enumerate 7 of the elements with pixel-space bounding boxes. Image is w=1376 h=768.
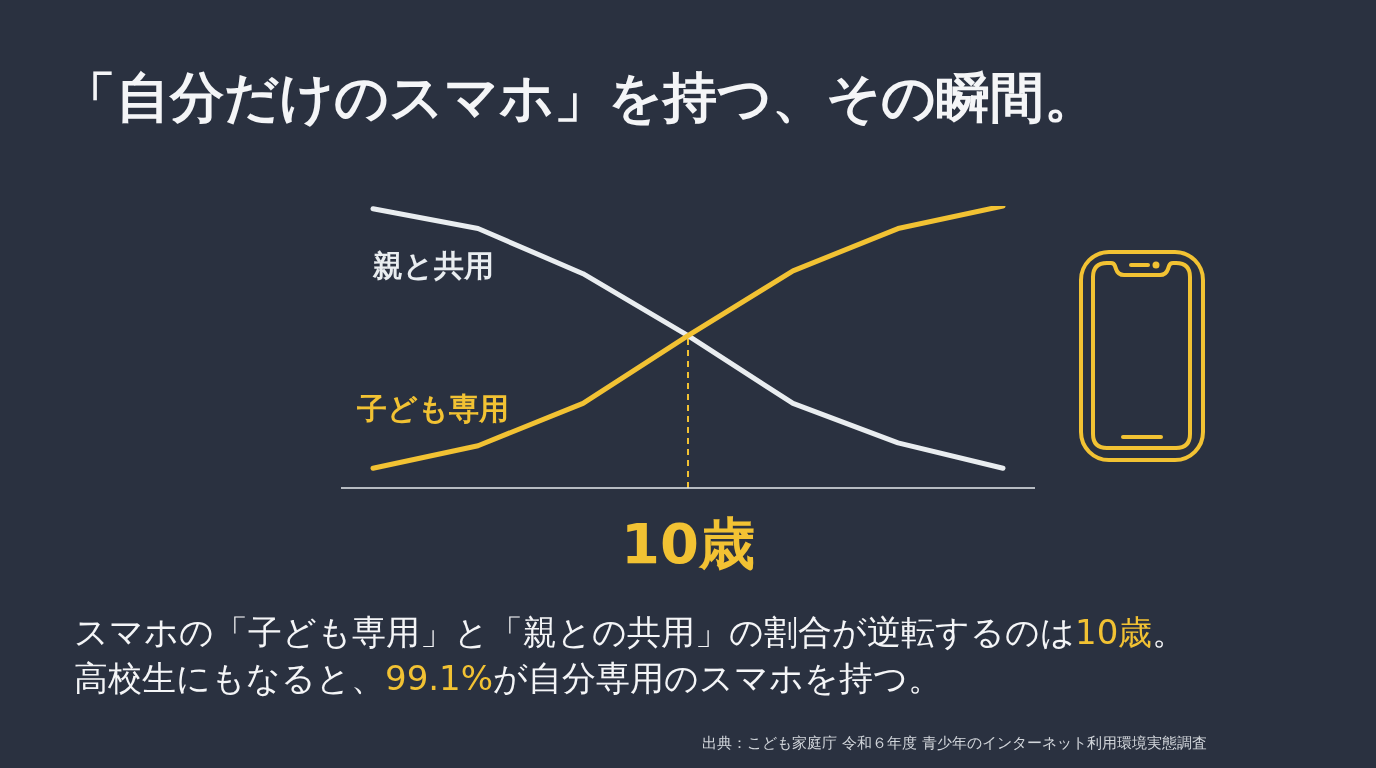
source-note: 出典：こども家庭庁 令和６年度 青少年のインターネット利用環境実態調査 — [702, 734, 1207, 752]
chart-title: 「自分だけのスマホ」を持つ、その瞬間。 — [62, 66, 1098, 129]
series-label: 親と共用 — [371, 248, 494, 284]
series-label: 子ども専用 — [356, 390, 509, 426]
text: スマホの「子ども専用」と「親との共用」の割合が逆転するのは10歳。 — [74, 612, 1187, 652]
text: 10歳 — [621, 510, 755, 576]
text: 高校生にもなると、99.1%が自分専用のスマホを持つ。 — [74, 658, 943, 698]
